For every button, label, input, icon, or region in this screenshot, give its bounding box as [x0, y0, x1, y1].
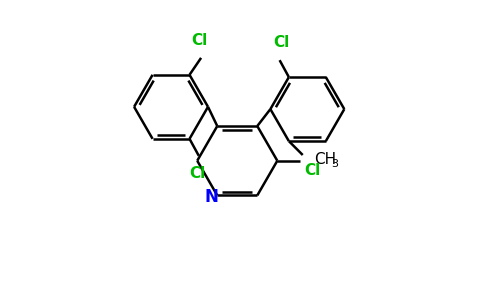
Text: CH: CH [314, 152, 336, 167]
Text: 3: 3 [331, 159, 338, 169]
Text: Cl: Cl [189, 166, 205, 181]
Text: N: N [204, 188, 218, 206]
Text: Cl: Cl [304, 163, 320, 178]
Text: Cl: Cl [273, 35, 289, 50]
Text: Cl: Cl [191, 33, 208, 48]
